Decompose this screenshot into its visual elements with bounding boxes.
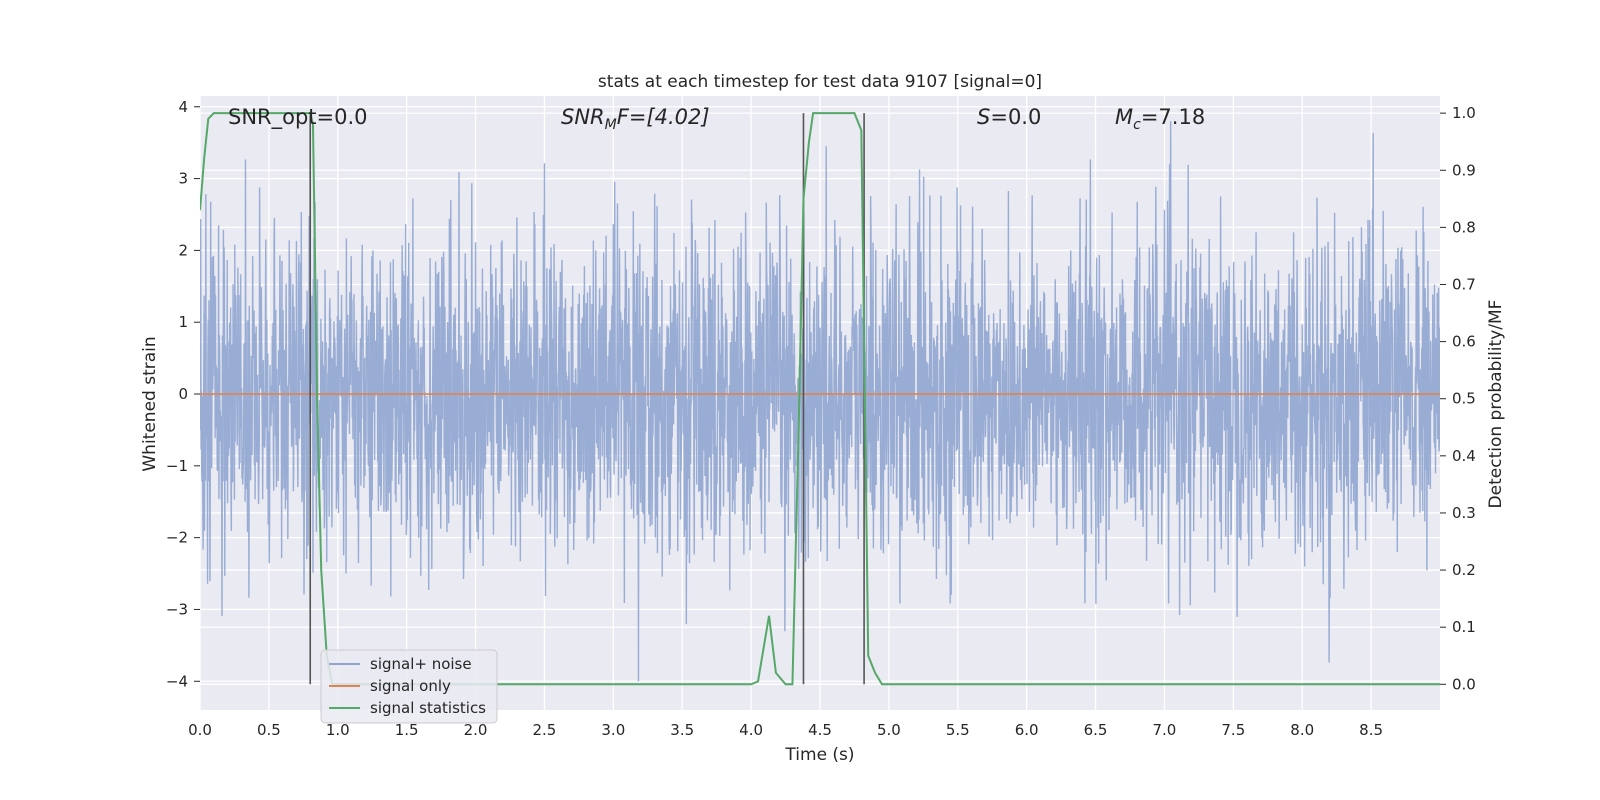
line-signal-plus-noise [200, 121, 1440, 682]
x-tick-label: 2.0 [464, 721, 488, 739]
y-right-tick-label: 0.1 [1452, 618, 1476, 636]
legend-label-stats: signal statistics [370, 699, 486, 717]
x-tick-label: 0.5 [257, 721, 281, 739]
y-right-tick-label: 0.8 [1452, 218, 1476, 236]
y-tick-label: −4 [166, 672, 188, 690]
y-right-tick-label: 0.0 [1452, 675, 1476, 693]
x-tick-label: 4.0 [739, 721, 763, 739]
legend: signal+ noise signal only signal statist… [320, 649, 498, 724]
x-tick-label: 3.0 [601, 721, 625, 739]
x-tick-label: 8.5 [1359, 721, 1383, 739]
x-tick-label: 6.0 [1015, 721, 1039, 739]
y-axis-ticks: −4 −3 −2 −1 0 1 2 3 4 [166, 98, 200, 690]
annotation-snr-mf: SNRMF=[4.02] [561, 105, 710, 133]
x-tick-label: 7.0 [1153, 721, 1177, 739]
y-right-tick-label: 0.7 [1452, 275, 1476, 293]
x-tick-label: 8.0 [1290, 721, 1314, 739]
x-tick-label: 6.5 [1084, 721, 1108, 739]
x-axis-ticks: 0.0 0.5 1.0 1.5 2.0 2.5 3.0 3.5 4.0 4.5 5.0 5.5 6.0 6… [188, 721, 1383, 739]
y-right-tick-label: 0.4 [1452, 447, 1476, 465]
y-tick-label: −1 [166, 457, 188, 475]
y-axis-right-label: Detection probability/MF [1486, 300, 1506, 509]
line-signal-statistics [200, 112, 1440, 686]
x-tick-label: 5.0 [877, 721, 901, 739]
x-axis-label: Time (s) [784, 745, 854, 765]
legend-box [320, 649, 498, 724]
y-right-tick-label: 0.5 [1452, 390, 1476, 408]
y-tick-label: 1 [178, 313, 188, 331]
series-signal-statistics [200, 112, 1440, 686]
y-axis-right-ticks: 0.0 0.1 0.2 0.3 0.4 0.5 0.6 0.7 0.8 0.9 1.0 [1440, 104, 1476, 693]
x-tick-label: 7.5 [1221, 721, 1245, 739]
y-tick-label: 3 [178, 170, 188, 188]
annotation-s: S=0.0 [977, 105, 1041, 129]
x-tick-label: 4.5 [808, 721, 832, 739]
y-axis-label: Whitened strain [140, 336, 160, 471]
x-tick-label: 0.0 [188, 721, 212, 739]
legend-label-noise: signal+ noise [370, 655, 472, 673]
annotation-snr-opt: SNR_opt=0.0 [228, 105, 368, 130]
y-tick-label: −2 [166, 529, 188, 547]
y-right-tick-label: 0.6 [1452, 333, 1476, 351]
y-right-tick-label: 0.3 [1452, 504, 1476, 522]
x-tick-label: 3.5 [670, 721, 694, 739]
y-tick-label: 4 [178, 98, 188, 116]
annotation-mc: Mc=7.18 [1115, 105, 1205, 133]
x-tick-label: 2.5 [533, 721, 557, 739]
y-right-tick-label: 1.0 [1452, 104, 1476, 122]
y-tick-label: 2 [178, 241, 188, 259]
legend-label-signal: signal only [370, 677, 451, 695]
series-signal-plus-noise [200, 121, 1440, 682]
chart-title: stats at each timestep for test data 910… [598, 72, 1042, 92]
y-tick-label: −3 [166, 600, 188, 618]
y-right-tick-label: 0.2 [1452, 561, 1476, 579]
x-tick-label: 1.5 [395, 721, 419, 739]
y-right-tick-label: 0.9 [1452, 161, 1476, 179]
x-tick-label: 1.0 [326, 721, 350, 739]
x-tick-label: 5.5 [946, 721, 970, 739]
y-tick-label: 0 [178, 385, 188, 403]
